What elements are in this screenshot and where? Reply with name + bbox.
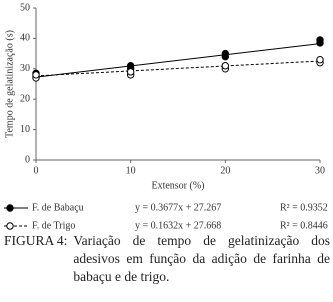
chart: Tempo de gelatinização (s) Extensor (%) … [4, 2, 328, 231]
data-point [32, 71, 40, 79]
data-point [316, 36, 324, 44]
caption-text: Variação de tempo de gelatinização dos a… [73, 233, 330, 284]
x-tick-label: 0 [34, 165, 39, 176]
y-tick-label: 50 [20, 2, 30, 13]
x-axis-label: Extensor (%) [151, 180, 204, 191]
data-point [221, 62, 230, 70]
trend-equation: y = 0.1632x + 27.668 [135, 220, 221, 231]
y-tick-label: 20 [20, 93, 30, 104]
data-point [221, 49, 230, 58]
y-tick-label: 0 [25, 154, 30, 165]
data-point [316, 55, 324, 64]
trend-line [35, 43, 321, 78]
legend-marker [6, 222, 14, 230]
legend-label: F. de Trigo [32, 220, 75, 231]
x-tick-label: 10 [126, 165, 136, 176]
y-tick-label: 40 [20, 33, 30, 44]
x-tick-label: 20 [220, 165, 230, 176]
legend-label: F. de Babaçu [32, 202, 84, 213]
trend-line [35, 60, 321, 77]
r-squared: R² = 0.8446 [280, 220, 328, 231]
y-axis-label: Tempo de gelatinização (s) [4, 30, 15, 138]
y-tick-label: 30 [20, 63, 30, 74]
trend-equation: y = 0.3677x + 27.267 [135, 202, 221, 213]
data-point [126, 62, 135, 70]
r-squared: R² = 0.9352 [280, 202, 328, 213]
legend-marker [6, 204, 14, 212]
x-tick-label: 30 [315, 165, 325, 176]
data-point [126, 68, 135, 76]
y-tick-label: 10 [20, 124, 30, 135]
caption: FIGURA 4: Variação de tempo de gelatiniz… [4, 232, 330, 286]
caption-label: FIGURA 4: [4, 233, 68, 248]
